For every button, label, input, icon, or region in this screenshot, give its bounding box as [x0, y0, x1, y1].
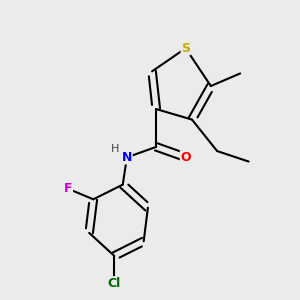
Text: S: S [181, 42, 190, 55]
Text: H: H [111, 144, 120, 154]
Text: O: O [180, 151, 191, 164]
Text: Cl: Cl [108, 277, 121, 290]
Text: F: F [64, 182, 72, 195]
Text: N: N [122, 151, 132, 164]
